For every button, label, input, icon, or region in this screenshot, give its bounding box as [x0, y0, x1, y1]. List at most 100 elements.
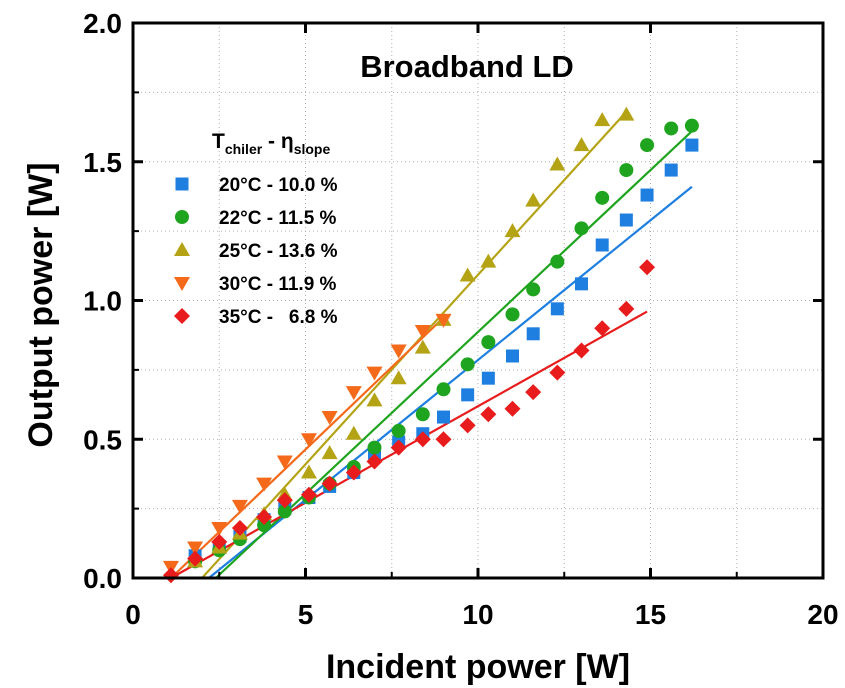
- y-tick-label: 2.0: [83, 8, 122, 39]
- data-point: [300, 433, 317, 448]
- data-point: [526, 327, 540, 341]
- legend-header-sep-sub: slope: [294, 141, 331, 157]
- data-point: [574, 221, 589, 236]
- data-point: [594, 112, 611, 127]
- data-point: [345, 386, 362, 401]
- grid-lines: [132, 22, 824, 579]
- legend-label: 25°C - 13.6 %: [219, 241, 338, 262]
- data-point: [618, 106, 635, 121]
- data-point: [277, 504, 292, 519]
- data-point: [481, 371, 495, 385]
- data-point: [481, 335, 496, 350]
- data-point: [549, 156, 566, 171]
- data-point: [256, 477, 273, 492]
- data-point: [685, 138, 699, 152]
- data-point: [594, 320, 611, 337]
- data-point: [276, 455, 293, 470]
- axis-ticks: 0 5 10 15 20 0.0 0.5 1.0 1.5 2.0: [83, 8, 839, 630]
- x-tick-label: 20: [807, 599, 838, 630]
- fit-line: [170, 310, 648, 579]
- legend-marker: [174, 277, 190, 291]
- legend-marker: [175, 177, 189, 191]
- data-point: [460, 357, 475, 372]
- data-point: [276, 492, 293, 509]
- data-point: [211, 522, 228, 537]
- chart-title: Broadband LD: [360, 49, 574, 84]
- data-point: [435, 313, 452, 328]
- data-point: [640, 188, 654, 202]
- data-point: [504, 223, 521, 238]
- data-point: [366, 366, 383, 381]
- data-point: [162, 567, 179, 584]
- legend-label: 30°C - 11.9 %: [219, 274, 337, 295]
- data-point: [619, 213, 633, 227]
- data-point: [573, 342, 590, 359]
- data-point: [437, 410, 450, 424]
- data-point: [639, 259, 656, 276]
- data-point: [550, 302, 564, 316]
- y-tick-label: 0.5: [83, 424, 122, 455]
- data-point: [415, 407, 430, 422]
- data-point: [390, 370, 407, 385]
- legend-label: 22°C - 11.5 %: [219, 208, 337, 229]
- data-point: [321, 411, 338, 426]
- y-tick-label: 1.5: [83, 147, 122, 178]
- data-point: [187, 550, 204, 567]
- data-point: [525, 384, 542, 401]
- data-point: [436, 382, 451, 397]
- data-point: [549, 364, 566, 381]
- data-point: [257, 518, 272, 533]
- legend-label: 20°C - 10.0 %: [219, 175, 338, 196]
- data-point: [391, 423, 406, 438]
- data-point: [459, 267, 476, 282]
- data-point: [435, 431, 452, 448]
- data-point: [345, 425, 362, 440]
- data-point: [595, 190, 610, 205]
- data-point: [300, 464, 317, 479]
- data-point: [366, 453, 383, 470]
- data-point: [664, 163, 678, 177]
- data-point: [414, 339, 431, 354]
- data-point: [506, 349, 519, 363]
- legend-marker: [174, 308, 190, 324]
- x-tick-label: 10: [462, 599, 493, 630]
- legend: Tchiler - ηslope 20°C - 10.0 % 22°C - 11.…: [174, 130, 338, 328]
- data-point: [459, 417, 476, 434]
- data-point: [256, 508, 273, 525]
- data-point: [550, 254, 565, 269]
- data-point: [366, 392, 383, 407]
- data-point: [345, 464, 362, 481]
- legend-label: 35°C - 6.8 %: [219, 307, 338, 328]
- data-point: [684, 118, 699, 133]
- data-point: [211, 533, 228, 550]
- legend-header-sep: - η: [262, 130, 294, 153]
- x-axis-title: Incident power [W]: [326, 648, 630, 686]
- data-point: [390, 344, 407, 359]
- data-point: [573, 137, 590, 152]
- x-tick-label: 5: [298, 599, 314, 630]
- data-point: [300, 486, 317, 503]
- data-point: [414, 325, 431, 340]
- y-tick-label: 1.0: [83, 286, 122, 317]
- fit-line: [215, 130, 693, 579]
- data-point: [480, 406, 497, 423]
- data-point: [187, 541, 204, 556]
- data-point: [619, 163, 634, 178]
- data-point: [505, 307, 520, 322]
- data-point: [480, 253, 497, 268]
- data-point: [504, 400, 521, 417]
- y-tick-label: 0.0: [83, 563, 122, 594]
- data-point: [390, 439, 407, 456]
- data-point: [414, 431, 431, 448]
- data-point: [640, 138, 655, 153]
- legend-header-main-sub: chiler: [225, 141, 263, 157]
- legend-header: Tchiler - ηslope: [212, 130, 330, 157]
- data-point: [595, 238, 609, 252]
- data-point: [321, 445, 338, 460]
- legend-marker: [175, 210, 189, 224]
- data-point: [575, 277, 588, 291]
- data-points: [162, 106, 699, 584]
- x-tick-label: 0: [125, 599, 141, 630]
- data-point: [461, 388, 475, 402]
